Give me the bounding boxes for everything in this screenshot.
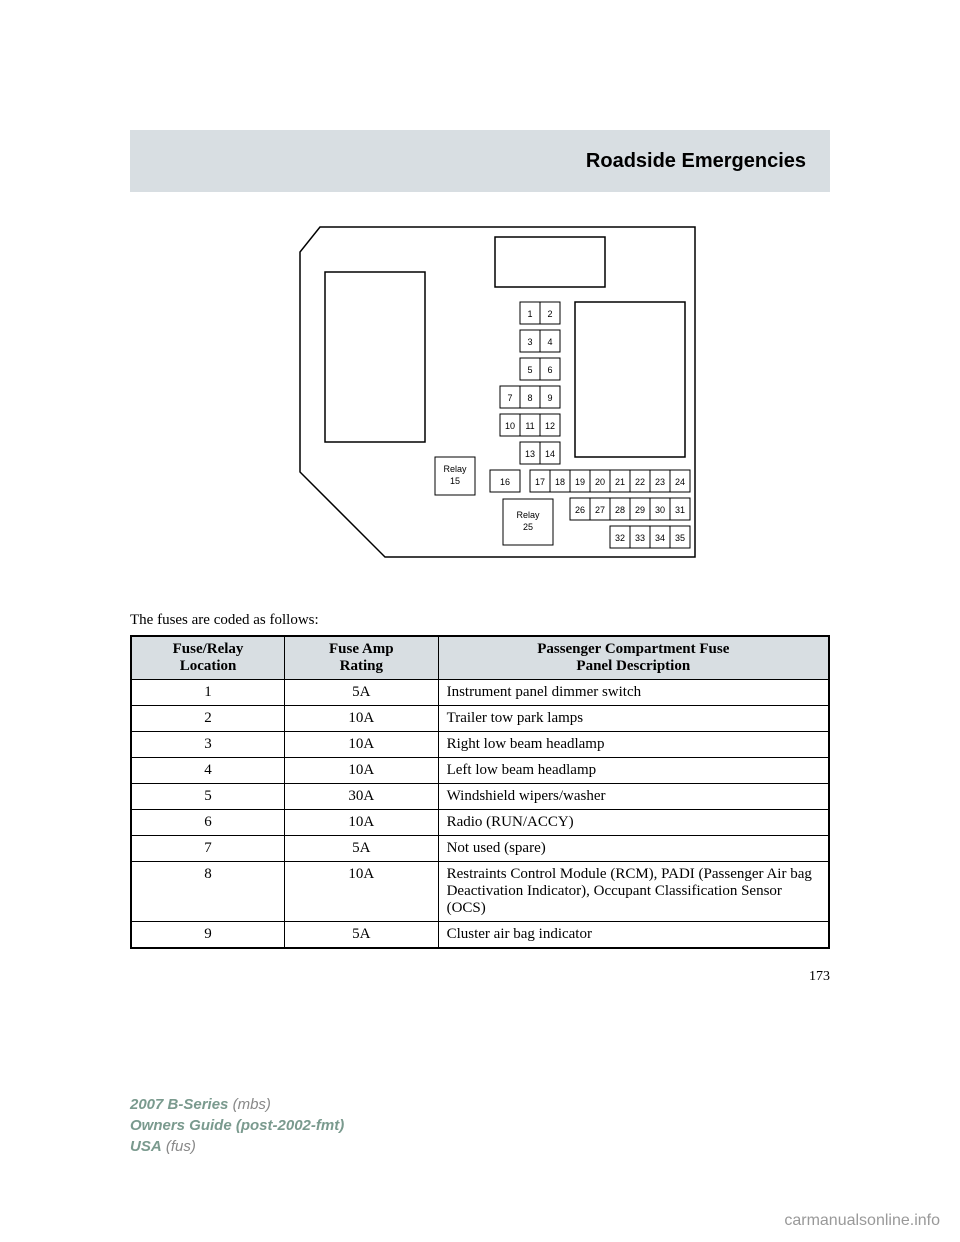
cell-location: 9	[131, 922, 285, 949]
cell-location: 6	[131, 810, 285, 836]
svg-text:Relay: Relay	[516, 510, 540, 520]
svg-text:18: 18	[555, 477, 565, 487]
svg-text:21: 21	[615, 477, 625, 487]
svg-text:5: 5	[527, 365, 532, 375]
cell-amp: 5A	[285, 836, 439, 862]
svg-text:8: 8	[527, 393, 532, 403]
svg-text:17: 17	[535, 477, 545, 487]
footer: 2007 B-Series (mbs) Owners Guide (post-2…	[130, 1094, 344, 1157]
svg-text:34: 34	[655, 533, 665, 543]
svg-text:4: 4	[547, 337, 552, 347]
table-row: 810ARestraints Control Module (RCM), PAD…	[131, 862, 829, 922]
table-row: 95ACluster air bag indicator	[131, 922, 829, 949]
svg-text:3: 3	[527, 337, 532, 347]
footer-usa: USA	[130, 1138, 162, 1155]
svg-text:13: 13	[525, 449, 535, 459]
header-amp: Fuse Amp Rating	[285, 636, 439, 680]
cell-amp: 30A	[285, 784, 439, 810]
table-row: 75ANot used (spare)	[131, 836, 829, 862]
header-text: Location	[180, 658, 237, 674]
svg-text:19: 19	[575, 477, 585, 487]
header-description: Passenger Compartment Fuse Panel Descrip…	[438, 636, 829, 680]
page-number: 173	[130, 969, 830, 985]
intro-text: The fuses are coded as follows:	[130, 612, 830, 629]
svg-text:28: 28	[615, 505, 625, 515]
svg-text:11: 11	[525, 421, 534, 431]
svg-text:2: 2	[547, 309, 552, 319]
fuse-diagram-container: 1 2 3 4 5 6 7 8 9 10	[130, 212, 830, 592]
footer-usa-suffix: (fus)	[166, 1138, 196, 1155]
svg-text:22: 22	[635, 477, 645, 487]
cell-amp: 10A	[285, 758, 439, 784]
table-row: 310ARight low beam headlamp	[131, 732, 829, 758]
svg-text:12: 12	[545, 421, 555, 431]
table-row: 15AInstrument panel dimmer switch	[131, 680, 829, 706]
svg-text:31: 31	[675, 505, 685, 515]
cell-amp: 5A	[285, 680, 439, 706]
footer-guide: Owners Guide (post-2002-fmt)	[130, 1117, 344, 1134]
svg-text:25: 25	[523, 522, 533, 532]
header-text: Rating	[340, 658, 383, 674]
cell-location: 7	[131, 836, 285, 862]
svg-text:30: 30	[655, 505, 665, 515]
cell-location: 2	[131, 706, 285, 732]
table-row: 530AWindshield wipers/washer	[131, 784, 829, 810]
cell-amp: 10A	[285, 706, 439, 732]
fuse-table: Fuse/Relay Location Fuse Amp Rating Pass…	[130, 635, 830, 949]
table-row: 610ARadio (RUN/ACCY)	[131, 810, 829, 836]
header-location: Fuse/Relay Location	[131, 636, 285, 680]
cell-description: Restraints Control Module (RCM), PADI (P…	[438, 862, 829, 922]
header-text: Fuse Amp	[329, 641, 394, 657]
svg-text:23: 23	[655, 477, 665, 487]
table-row: 210ATrailer tow park lamps	[131, 706, 829, 732]
svg-text:16: 16	[500, 477, 510, 487]
cell-description: Trailer tow park lamps	[438, 706, 829, 732]
footer-model-suffix: (mbs)	[233, 1096, 271, 1113]
table-row: 410ALeft low beam headlamp	[131, 758, 829, 784]
header-text: Passenger Compartment Fuse	[537, 641, 729, 657]
cell-location: 3	[131, 732, 285, 758]
header-text: Panel Description	[576, 658, 690, 674]
svg-text:10: 10	[505, 421, 515, 431]
cell-amp: 10A	[285, 732, 439, 758]
header-bar: Roadside Emergencies	[130, 130, 830, 192]
svg-text:32: 32	[615, 533, 625, 543]
svg-text:6: 6	[547, 365, 552, 375]
cell-location: 5	[131, 784, 285, 810]
svg-text:Relay: Relay	[443, 464, 467, 474]
svg-text:14: 14	[545, 449, 555, 459]
svg-text:26: 26	[575, 505, 585, 515]
cell-amp: 5A	[285, 922, 439, 949]
header-text: Fuse/Relay	[173, 641, 244, 657]
svg-text:33: 33	[635, 533, 645, 543]
svg-text:27: 27	[595, 505, 605, 515]
cell-amp: 10A	[285, 810, 439, 836]
cell-location: 4	[131, 758, 285, 784]
cell-description: Left low beam headlamp	[438, 758, 829, 784]
cell-description: Radio (RUN/ACCY)	[438, 810, 829, 836]
svg-text:20: 20	[595, 477, 605, 487]
cell-location: 1	[131, 680, 285, 706]
cell-description: Right low beam headlamp	[438, 732, 829, 758]
cell-description: Instrument panel dimmer switch	[438, 680, 829, 706]
cell-description: Windshield wipers/washer	[438, 784, 829, 810]
footer-model: 2007 B-Series	[130, 1096, 228, 1113]
cell-description: Cluster air bag indicator	[438, 922, 829, 949]
fuse-panel-diagram: 1 2 3 4 5 6 7 8 9 10	[255, 212, 705, 592]
svg-text:29: 29	[635, 505, 645, 515]
svg-text:7: 7	[507, 393, 512, 403]
cell-location: 8	[131, 862, 285, 922]
svg-text:1: 1	[527, 309, 532, 319]
table-header-row: Fuse/Relay Location Fuse Amp Rating Pass…	[131, 636, 829, 680]
svg-text:35: 35	[675, 533, 685, 543]
cell-amp: 10A	[285, 862, 439, 922]
cell-description: Not used (spare)	[438, 836, 829, 862]
svg-text:15: 15	[450, 476, 460, 486]
page-title: Roadside Emergencies	[586, 150, 806, 173]
svg-text:9: 9	[547, 393, 552, 403]
svg-text:24: 24	[675, 477, 685, 487]
watermark: carmanualsonline.info	[784, 1212, 940, 1230]
